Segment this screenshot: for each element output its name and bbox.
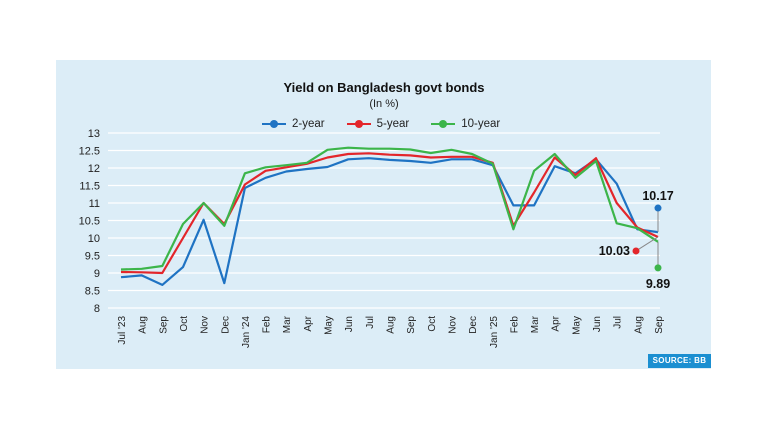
x-tick-label: Oct: [179, 316, 190, 332]
x-tick-label: Jul: [613, 316, 624, 329]
annotation-label-2-year: 10.17: [642, 189, 673, 203]
annotation-dot: [654, 204, 662, 212]
chart-panel: [56, 60, 711, 369]
x-tick-label: Mar: [282, 315, 293, 333]
annotation-label-5-year: 10.03: [599, 244, 630, 258]
legend-swatch-10-year: [431, 120, 456, 128]
y-tick-label: 8.5: [85, 286, 100, 298]
y-tick-label: 11.5: [79, 181, 100, 193]
x-tick-label: Aug: [386, 316, 397, 334]
legend-swatch-2-year: [262, 120, 286, 128]
x-axis: Jul '23 Aug Sep Oct Nov Dec Jan '24 Feb Mar Apr Ma…: [117, 315, 665, 348]
source-label: SOURCE: BB: [648, 354, 711, 368]
x-tick-label: Jun: [344, 316, 355, 332]
x-tick-label: Apr: [303, 315, 314, 331]
y-tick-label: 9: [94, 268, 100, 280]
x-tick-label: Sep: [158, 316, 169, 334]
chart-legend: 2-year 5-year 10-year: [262, 116, 500, 132]
x-tick-label: Feb: [262, 316, 273, 334]
legend-swatch-5-year: [346, 120, 371, 128]
annotation-leader: [635, 236, 659, 252]
x-tick-label: Dec: [468, 316, 479, 334]
x-tick-label: Aug: [138, 316, 149, 334]
y-tick-label: 12.5: [79, 146, 100, 158]
x-tick-label: Jan '24: [241, 316, 252, 348]
gridlines: [108, 132, 660, 309]
x-tick-label: Sep: [406, 316, 417, 334]
x-tick-label: Nov: [447, 316, 458, 334]
y-tick-label: 10: [88, 233, 100, 245]
legend-item-2-year: 2-year: [262, 118, 325, 130]
x-tick-label: Jun: [592, 316, 603, 332]
y-tick-label: 8: [94, 303, 100, 315]
y-axis: 13 12.5 12 11.5 11 10.5 10 9.5 9 8.5 8: [79, 128, 100, 315]
x-tick-label: Aug: [633, 316, 644, 334]
legend-label-10-year: 10-year: [461, 118, 501, 130]
x-tick-label: Jan '25: [489, 316, 500, 348]
chart-title: Yield on Bangladesh govt bonds: [283, 80, 485, 95]
legend-item-10-year: 10-year: [431, 118, 500, 130]
y-tick-label: 12: [88, 163, 100, 175]
annotations: 10.17 10.03 9.89: [599, 189, 674, 291]
y-tick-label: 11: [89, 198, 100, 210]
series-lines: [120, 146, 659, 286]
x-tick-label: Feb: [509, 316, 520, 334]
legend-label-2-year: 2-year: [292, 118, 325, 130]
y-tick-label: 13: [88, 128, 100, 140]
x-tick-label: Jul '23: [117, 316, 128, 345]
x-tick-label: Oct: [427, 316, 438, 332]
x-tick-label: May: [324, 316, 335, 335]
x-tick-label: Apr: [551, 315, 562, 331]
annotation-label-10-year: 9.89: [646, 277, 670, 291]
x-tick-label: Dec: [220, 316, 231, 334]
x-tick-label: Nov: [200, 316, 211, 334]
chart-subtitle: (In %): [369, 98, 399, 110]
annotation-dot: [632, 247, 640, 255]
x-tick-label: Mar: [530, 315, 541, 333]
legend-item-5-year: 5-year: [346, 118, 410, 130]
y-tick-label: 9.5: [85, 251, 100, 263]
legend-label-5-year: 5-year: [376, 118, 410, 130]
x-tick-label: Jul: [365, 316, 376, 329]
x-tick-label: May: [571, 316, 582, 335]
y-tick-label: 10.5: [79, 216, 100, 228]
series-line-10-year: [120, 146, 659, 271]
annotation-dot: [654, 264, 662, 272]
x-tick-label: Sep: [654, 316, 665, 334]
